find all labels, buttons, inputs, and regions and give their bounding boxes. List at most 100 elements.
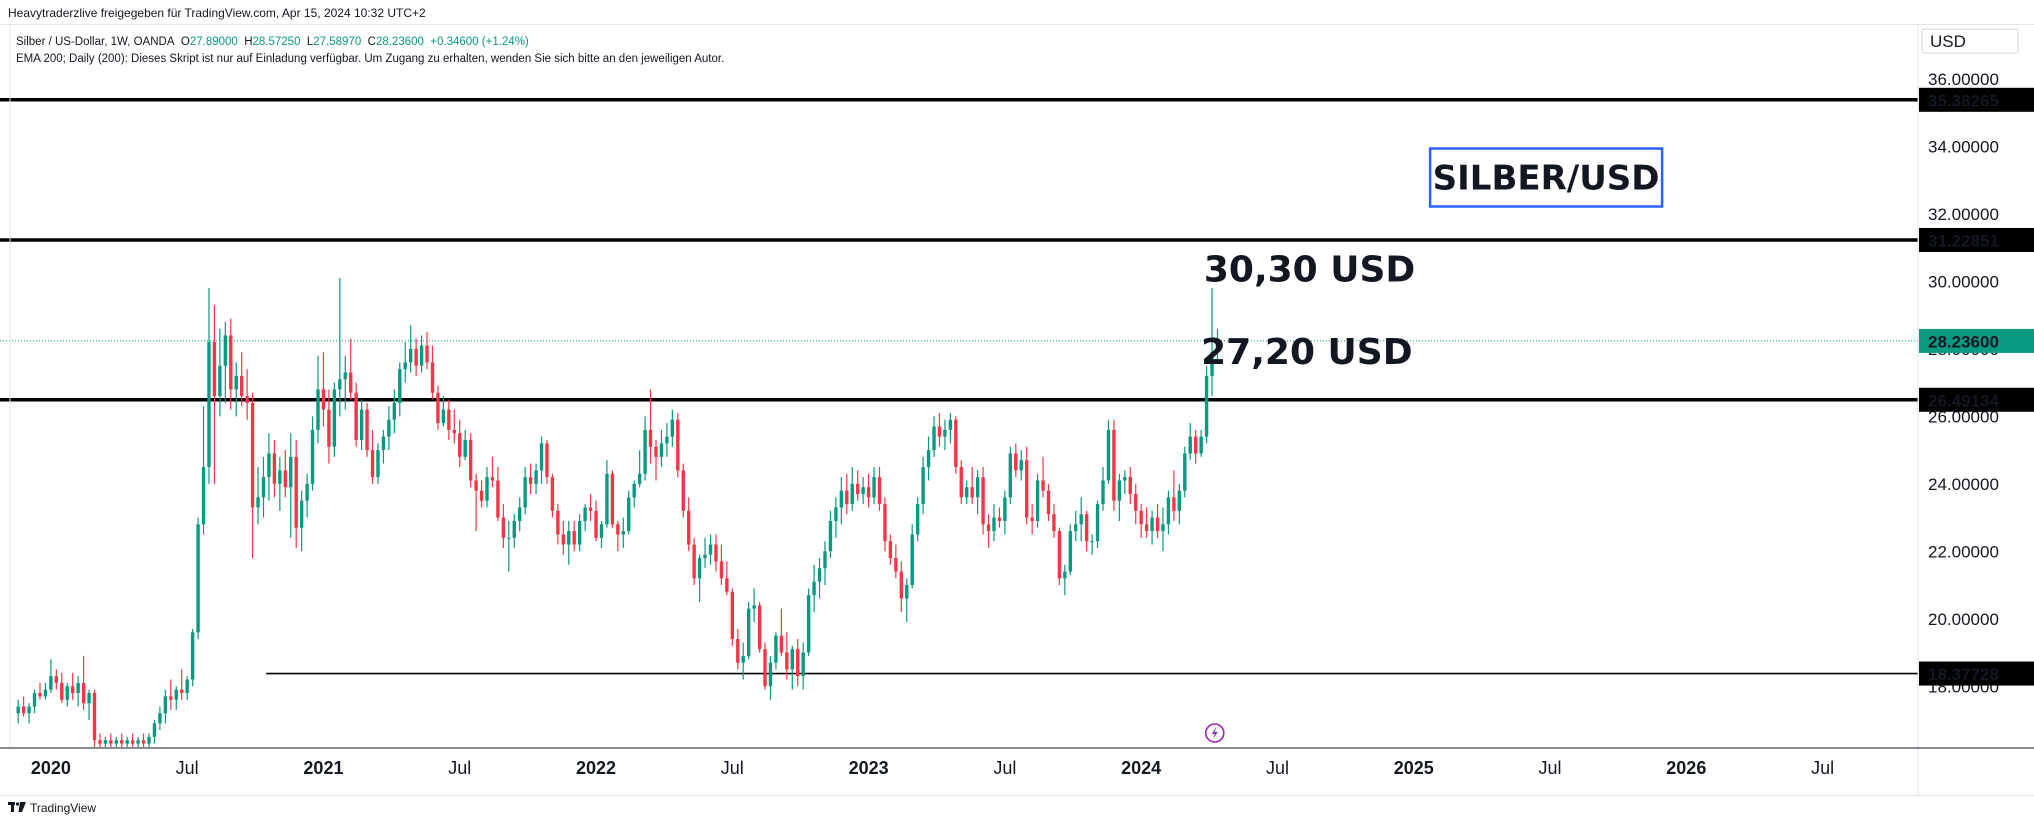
candle-body	[76, 682, 80, 694]
candle-body	[572, 531, 576, 545]
candle-body	[316, 389, 320, 430]
open-value: 27.89000	[189, 36, 238, 48]
candle-body	[283, 470, 287, 488]
candle-body	[845, 490, 849, 505]
candle-body	[888, 541, 893, 559]
x-tick-label: 2025	[1394, 758, 1434, 778]
candle-body	[1074, 524, 1078, 532]
candle-body	[490, 477, 495, 481]
price-annotation: 30,30 USD	[1204, 249, 1415, 290]
candle-body	[349, 372, 353, 393]
candle-body	[468, 439, 473, 481]
candle-body	[577, 520, 582, 545]
x-tick-label: Jul	[1266, 758, 1289, 778]
candle-body	[915, 504, 920, 535]
candle-body	[419, 345, 424, 366]
candle-body	[158, 713, 162, 724]
candle-body	[621, 531, 625, 535]
level-price-tag	[1919, 661, 2034, 686]
candle-body	[354, 392, 358, 440]
candle-body	[321, 389, 326, 410]
candle-body	[1161, 524, 1165, 532]
candle-body	[654, 446, 658, 457]
y-tick-label: 24.00000	[1928, 475, 1999, 494]
candle-body	[71, 686, 75, 694]
x-tick-label: Jul	[1539, 758, 1562, 778]
candle-body	[365, 409, 369, 451]
candle-body	[136, 740, 140, 744]
candle-body	[147, 736, 151, 744]
candle-body	[65, 686, 69, 700]
candle-body	[163, 696, 168, 714]
candle-body	[774, 635, 778, 663]
candle-body	[1008, 453, 1013, 498]
level-price-label: 18.37728	[1928, 665, 1999, 684]
annotations: 30,30 USD 27,20 USD SILBER/USD	[1201, 147, 1664, 743]
candle-body	[218, 365, 222, 397]
candle-body	[338, 379, 342, 390]
x-tick-label: 2023	[849, 758, 889, 778]
current-price-label: 28.23600	[1928, 332, 1999, 351]
candle-body	[899, 571, 903, 599]
candle-body	[954, 419, 958, 467]
x-tick-label: 2020	[31, 758, 71, 778]
open-label: O	[180, 36, 190, 48]
candle-body	[561, 534, 566, 545]
candle-body	[1215, 342, 1220, 353]
candle-body	[1188, 436, 1192, 454]
candle-body	[1210, 352, 1214, 376]
candle-body	[932, 426, 936, 451]
chart-area[interactable]: 30,30 USD 27,20 USD SILBER/USD 18.00000 20.…	[0, 24, 2034, 796]
candle-body	[381, 436, 386, 451]
lightning-icon	[1211, 727, 1218, 739]
footer-brand[interactable]: TradingView	[8, 800, 96, 815]
candle-body	[659, 443, 664, 457]
x-tick-label: Jul	[448, 758, 471, 778]
candle-body	[408, 348, 413, 363]
low-label: L	[306, 36, 314, 48]
candle-body	[894, 558, 898, 572]
candle-body	[1172, 497, 1176, 511]
candle-body	[959, 466, 963, 498]
candle-body	[458, 433, 462, 457]
candle-body	[992, 517, 996, 532]
tradingview-logo-icon	[8, 800, 26, 815]
candle-body	[1095, 504, 1100, 542]
candle-body	[196, 524, 200, 633]
candle-body	[474, 480, 478, 491]
candle-body	[98, 740, 102, 744]
candle-body	[1193, 436, 1198, 454]
candle-body	[986, 524, 991, 532]
candle-body	[120, 740, 124, 744]
candle-body	[92, 693, 97, 741]
candle-body	[697, 558, 702, 579]
candle-body	[1128, 477, 1132, 494]
candle-body	[719, 561, 724, 579]
candle-body	[125, 740, 129, 744]
candle-body	[376, 450, 380, 478]
candle-body	[817, 568, 822, 582]
candle-body	[479, 490, 484, 501]
chart-legend[interactable]: Silber / US-Dollar, 1W, OANDA O27.89000 …	[16, 34, 724, 68]
candle-body	[49, 676, 53, 690]
candle-body	[1030, 517, 1034, 521]
candle-body	[965, 487, 969, 498]
candle-body	[38, 693, 42, 697]
time-axis: 2020 Jul 2021 Jul 2022 Jul 2023 Jul 2024 Jul 2025 J…	[0, 747, 2034, 778]
candle-body	[1057, 531, 1062, 579]
candle-body	[387, 419, 391, 437]
candle-body	[1035, 480, 1040, 521]
candle-body	[180, 689, 184, 694]
candle-body	[981, 477, 985, 525]
candles	[16, 278, 1220, 747]
candle-body	[823, 551, 827, 569]
candle-body	[441, 409, 446, 424]
currency-selector	[1921, 28, 2019, 54]
candle-body	[594, 510, 598, 538]
candle-body	[550, 477, 555, 511]
indicator-line: EMA 200; Daily (200): Dieses Skript ist …	[16, 53, 725, 65]
y-tick-label: 32.00000	[1928, 205, 1999, 224]
candle-body	[261, 477, 266, 498]
candle-body	[1123, 477, 1127, 481]
